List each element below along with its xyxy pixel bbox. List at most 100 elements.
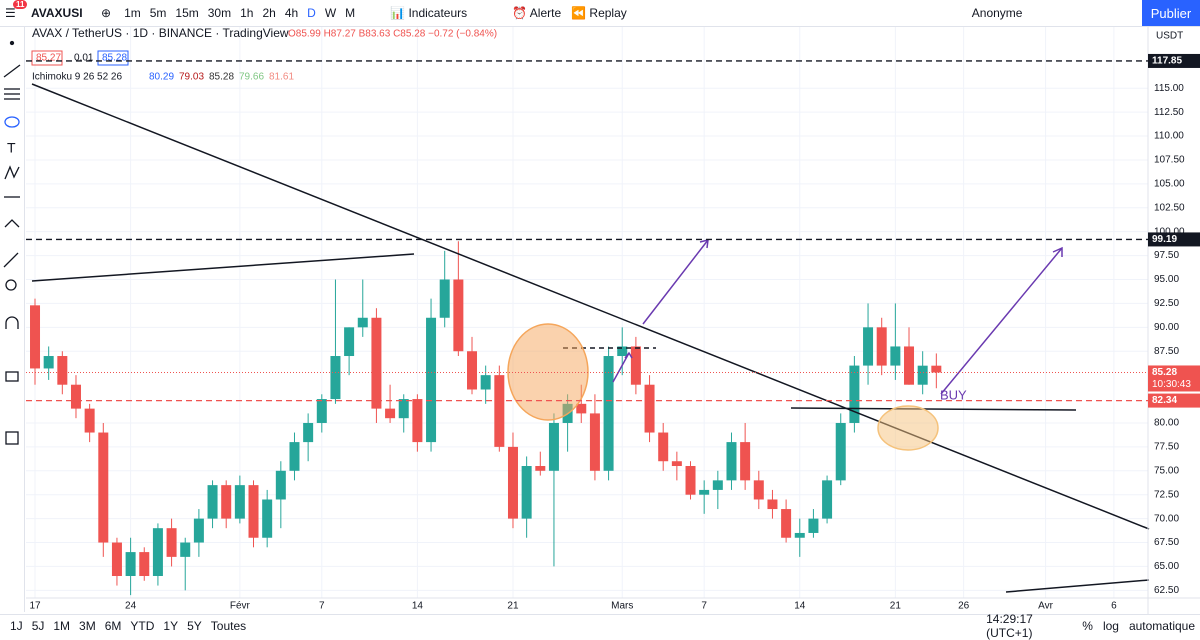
y-tick-label: 67.50 xyxy=(1154,537,1179,548)
range[interactable]: 3M xyxy=(79,619,96,633)
interval[interactable]: 5m xyxy=(149,6,167,20)
candle-body xyxy=(781,509,792,538)
y-tick-label: 75.00 xyxy=(1154,465,1179,476)
candle-body xyxy=(43,356,54,369)
price-tag xyxy=(1148,365,1200,392)
ask: 85.28 xyxy=(102,53,127,64)
y-tick-label: 112.50 xyxy=(1154,107,1184,118)
account[interactable]: Anonyme xyxy=(971,6,1023,20)
menu[interactable]: ☰ 11 xyxy=(5,0,28,20)
trendline xyxy=(31,83,1150,530)
x-tick-label: Févr xyxy=(230,601,251,612)
candle-body xyxy=(576,403,587,414)
interval[interactable]: D xyxy=(307,6,316,20)
indicator-name: Ichimoku 9 26 52 26 xyxy=(32,72,122,83)
candle-body xyxy=(453,279,464,352)
top-toolbar: ☰ 11 AVAXUSI ⊕ 1m 5m 15m 30m 1h 2h 4h D W M 📊 Indi… xyxy=(0,0,1200,27)
price-tag xyxy=(1148,53,1200,68)
y-tick-label: 105.00 xyxy=(1154,178,1185,189)
candle-body xyxy=(740,442,751,481)
candle-body xyxy=(712,480,723,490)
range[interactable]: 1Y xyxy=(163,619,179,633)
annotation: BUY xyxy=(940,387,967,402)
interval[interactable]: 1h xyxy=(240,6,254,20)
candle-body xyxy=(70,384,81,409)
candle-body xyxy=(166,528,177,557)
candle-body xyxy=(671,461,682,467)
candle-body xyxy=(917,365,928,385)
candle-body xyxy=(139,552,150,577)
x-tick-label: 14 xyxy=(794,601,806,612)
candle-body xyxy=(357,317,368,328)
alert[interactable]: ⏰ Alerte xyxy=(512,6,562,20)
y-tick-label: 62.50 xyxy=(1154,585,1179,596)
candle-body xyxy=(221,485,232,519)
last-price-label: 85.28 xyxy=(1152,367,1177,378)
range[interactable]: 6M xyxy=(104,619,122,633)
y-tick-label: 107.50 xyxy=(1154,155,1185,166)
candle-body xyxy=(726,442,737,481)
y-tick-label: 95.00 xyxy=(1154,274,1179,285)
interval[interactable]: M xyxy=(345,6,356,20)
candle-body xyxy=(617,346,628,357)
indicator-value: 81.61 xyxy=(269,72,294,83)
interval[interactable]: 4h xyxy=(284,6,299,20)
drawings xyxy=(31,83,1150,593)
y-tick-label: 110.00 xyxy=(1154,131,1184,142)
log[interactable]: log xyxy=(1102,619,1119,633)
candle-body xyxy=(111,542,122,577)
auto[interactable]: automatique xyxy=(1128,619,1195,633)
range[interactable]: 1M xyxy=(53,619,71,633)
replay[interactable]: ⏪ Replay xyxy=(571,6,627,20)
range[interactable]: 5Y xyxy=(187,619,202,633)
spread: 0.01 xyxy=(74,53,94,64)
y-tick-label: 70.00 xyxy=(1154,513,1179,524)
intervals: 1m 5m 15m 30m 1h 2h 4h D W M xyxy=(124,6,355,20)
range[interactable]: 5J xyxy=(31,619,45,633)
candle-body xyxy=(248,485,259,538)
candle-body xyxy=(439,279,450,318)
interval[interactable]: 1m xyxy=(124,6,141,20)
y-tick-label: 77.50 xyxy=(1154,442,1179,453)
range[interactable]: Toutes xyxy=(210,619,247,633)
x-tick-label: Avr xyxy=(1038,601,1053,612)
candle-body xyxy=(125,552,136,577)
countdown: 10:30:43 xyxy=(1152,379,1191,390)
candle-body xyxy=(84,408,95,433)
add-symbol[interactable]: ⊕ xyxy=(101,6,112,20)
candle-body xyxy=(316,399,327,423)
candle-body xyxy=(207,485,218,519)
indicator-value: 80.29 xyxy=(149,72,174,83)
interval[interactable]: 30m xyxy=(207,6,232,20)
percent[interactable]: % xyxy=(1082,619,1093,633)
candle-body xyxy=(658,432,669,462)
interval[interactable]: W xyxy=(324,6,337,20)
legend-ohlc: O85.99 H87.27 B83.63 C85.28 −0.72 (−0.84… xyxy=(288,29,497,40)
trendline xyxy=(31,253,415,282)
candle-body xyxy=(548,422,559,471)
alert-label: Alerte xyxy=(529,6,562,20)
indicators[interactable]: 📊 Indicateurs xyxy=(390,6,468,20)
range[interactable]: 1J xyxy=(10,619,23,633)
interval[interactable]: 2h xyxy=(262,6,276,20)
interval[interactable]: 15m xyxy=(175,6,199,20)
candle-body xyxy=(57,356,68,385)
price-tag-label: 82.34 xyxy=(1152,395,1177,406)
trendline xyxy=(1005,579,1150,593)
range[interactable]: YTD xyxy=(130,619,155,633)
candle-body xyxy=(767,499,778,510)
publish-button[interactable]: Publier xyxy=(1142,0,1200,26)
price-tag xyxy=(1148,232,1200,247)
x-tick-label: 24 xyxy=(125,601,137,612)
candle-body xyxy=(794,532,805,538)
candle-body xyxy=(234,485,245,519)
indicator-value: 85.28 xyxy=(209,72,234,83)
chart: BUY AVAX / TetherUS · 1D · BINANCE · Tra… xyxy=(26,27,1200,614)
indicator-value: 79.66 xyxy=(239,72,264,83)
price-tag xyxy=(1148,393,1200,408)
currency[interactable]: USDT xyxy=(1156,31,1183,42)
candle-body xyxy=(699,489,710,495)
symbol[interactable]: AVAXUSI xyxy=(31,6,83,20)
x-tick-label: 21 xyxy=(890,601,902,612)
left-toolbar: T xyxy=(0,27,25,612)
